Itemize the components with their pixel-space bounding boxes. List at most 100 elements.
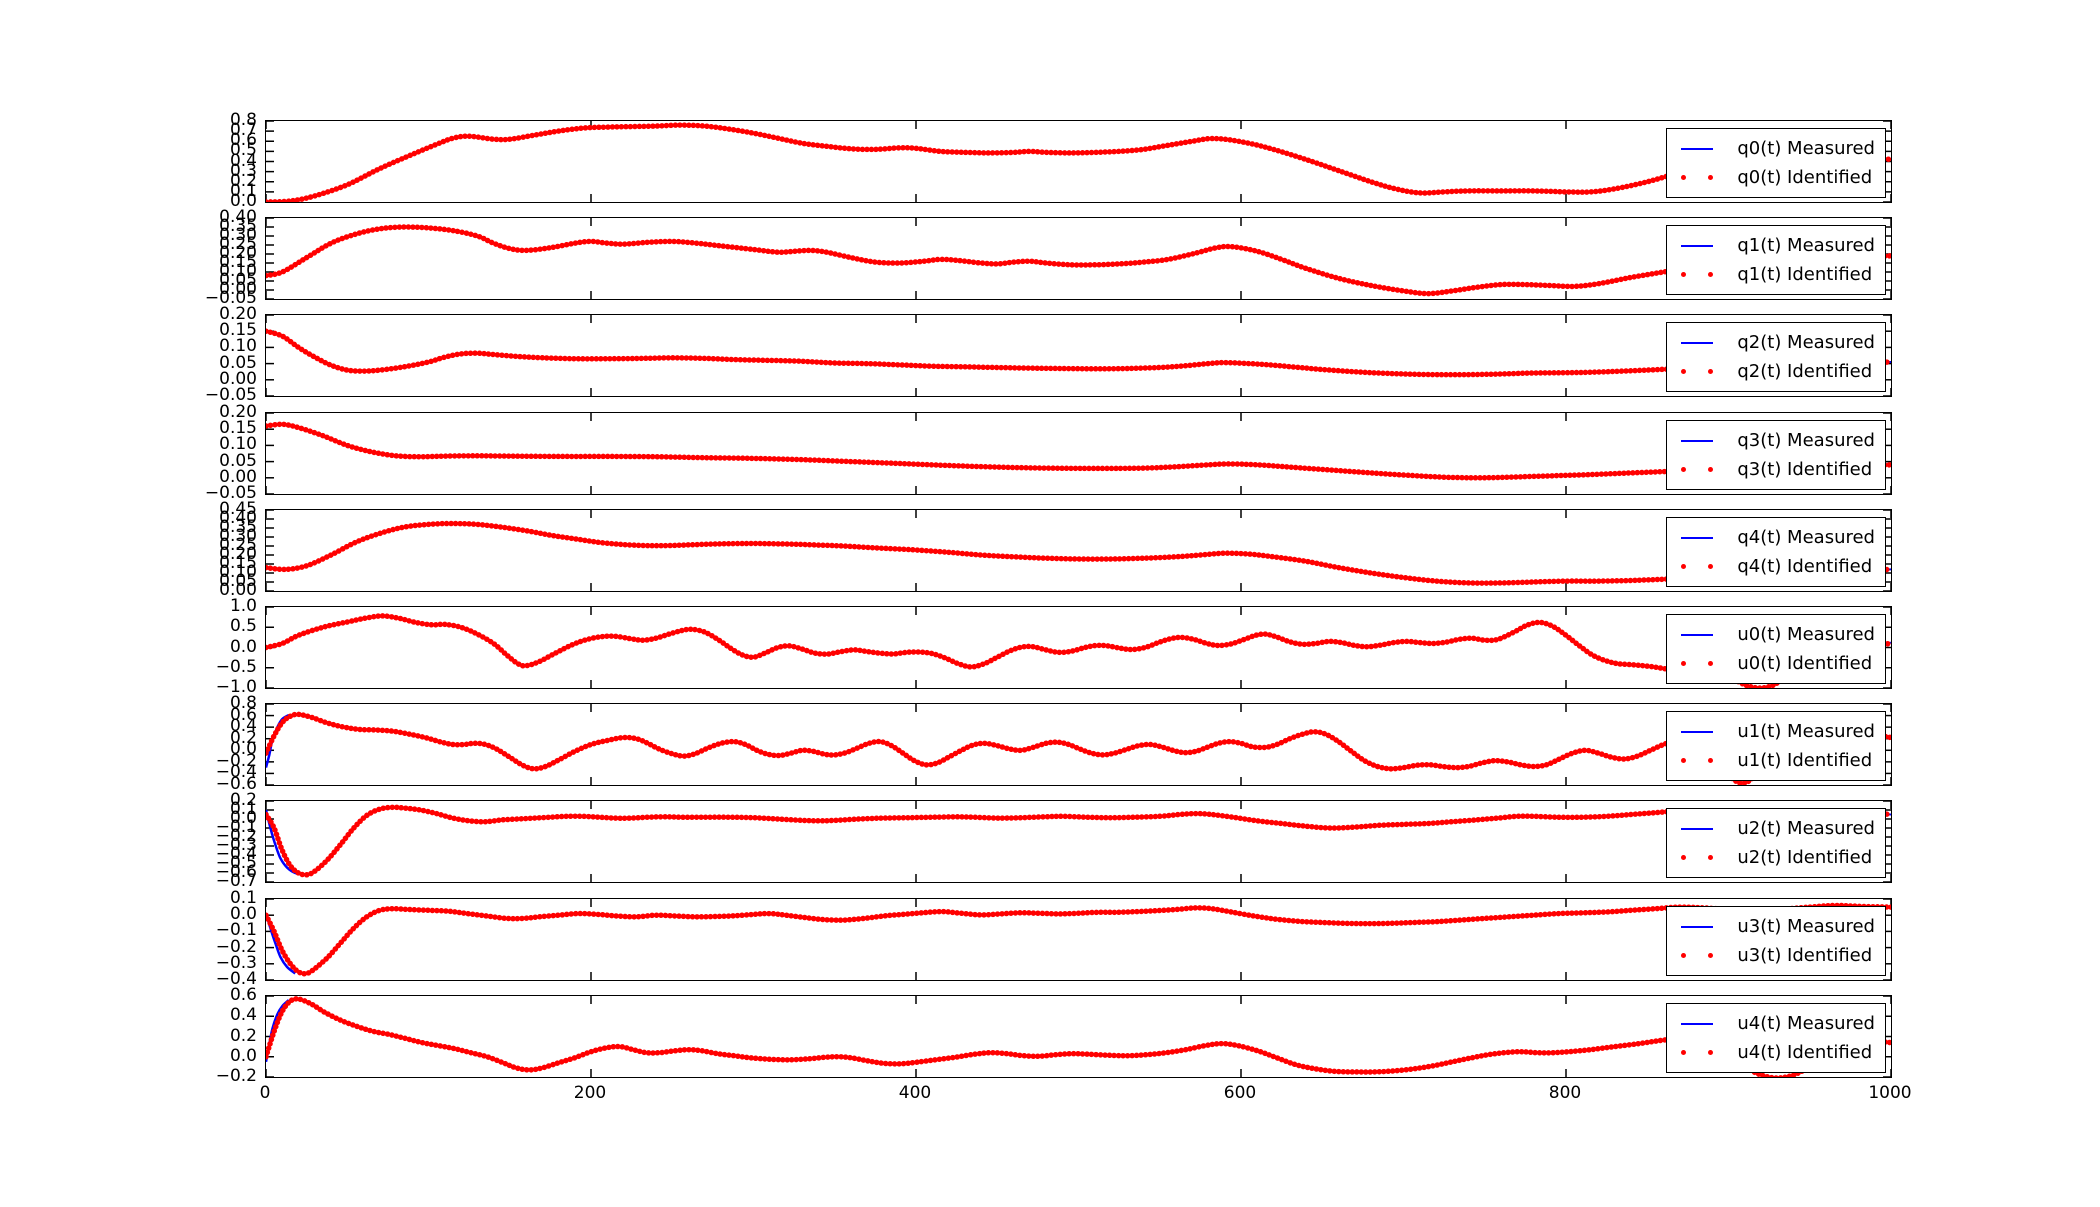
subplot-q0: q0(t) Measured q0(t) Identified	[265, 120, 1892, 203]
plot-area-u0	[266, 607, 1891, 688]
legend-q2: q2(t) Measured q2(t) Identified	[1666, 322, 1886, 392]
subplot-u1: u1(t) Measured u1(t) Identified	[265, 703, 1892, 786]
plot-area-q4	[266, 510, 1891, 591]
ytick-label-u1: −0.2	[215, 750, 257, 771]
ytick-label-u2: −0.3	[215, 835, 257, 855]
identified-dot-icon	[1708, 758, 1714, 763]
ytick-label-u3: −0.1	[215, 920, 257, 941]
ytick-label-u2: 0.1	[229, 799, 257, 819]
ytick-label-q1: 0.25	[219, 234, 257, 254]
ytick-label-u2: 0.2	[229, 790, 257, 810]
identified-dot-icon	[1681, 661, 1687, 666]
legend-dots-swatch	[1681, 758, 1714, 763]
identified-dot-icon	[1708, 1050, 1714, 1055]
legend-label: u2(t) Measured	[1737, 818, 1875, 839]
legend-dots-swatch	[1681, 467, 1714, 472]
ytick-label-q0: 0.5	[229, 140, 257, 161]
plot-area-u4	[266, 996, 1891, 1077]
legend-q1: q1(t) Measured q1(t) Identified	[1666, 225, 1886, 295]
ytick-label-u2: −0.1	[215, 817, 257, 837]
ytick-label-u0: −1.0	[215, 677, 257, 697]
xtick-label: 1000	[1868, 1083, 1912, 1103]
legend-label: q3(t) Measured	[1737, 430, 1875, 451]
legend-dots-swatch	[1681, 1050, 1714, 1055]
identified-dot-icon	[1681, 564, 1687, 569]
tick-marks	[266, 218, 1891, 299]
legend-label: q4(t) Identified	[1737, 556, 1873, 577]
legend-entry: q3(t) Measured	[1681, 426, 1875, 455]
subplot-u4: u4(t) Measured u4(t) Identified	[265, 995, 1892, 1078]
ytick-label-q3: −0.05	[204, 483, 257, 503]
legend-u2: u2(t) Measured u2(t) Identified	[1666, 808, 1886, 878]
legend-line-swatch	[1681, 1022, 1714, 1025]
legend-entry: q0(t) Identified	[1681, 163, 1875, 192]
ytick-label-u1: −0.4	[215, 762, 257, 783]
legend-q3: q3(t) Measured q3(t) Identified	[1666, 420, 1886, 490]
xtick-label: 600	[1223, 1083, 1257, 1103]
ytick-label-u1: 0.6	[229, 704, 257, 725]
legend-entry: q1(t) Measured	[1681, 231, 1875, 260]
identified-dot-icon	[1708, 564, 1714, 569]
legend-dots-swatch	[1681, 953, 1714, 958]
legend-q4: q4(t) Measured q4(t) Identified	[1666, 517, 1886, 587]
legend-entry: u0(t) Measured	[1681, 620, 1875, 649]
subplot-u2: u2(t) Measured u2(t) Identified	[265, 800, 1892, 883]
legend-entry: q0(t) Measured	[1681, 134, 1875, 163]
identified-dots-q2	[266, 328, 1891, 378]
measured-line-icon	[1681, 439, 1714, 442]
legend-q0: q0(t) Measured q0(t) Identified	[1666, 128, 1886, 198]
ytick-label-q1: −0.05	[204, 288, 257, 308]
xtick-label: 0	[259, 1083, 271, 1103]
ytick-label-q1: 0.40	[219, 207, 257, 227]
ytick-label-q1: 0.05	[219, 270, 257, 290]
legend-label: u0(t) Identified	[1737, 653, 1873, 674]
legend-label: q1(t) Identified	[1737, 264, 1873, 285]
ytick-label-q0: 0.6	[229, 130, 257, 151]
ytick-label-u0: −0.5	[215, 656, 257, 677]
subplot-u0: u0(t) Measured u0(t) Identified	[265, 606, 1892, 689]
ytick-label-q1: 0.20	[219, 243, 257, 263]
ytick-label-q0: 0.7	[229, 120, 257, 141]
legend-entry: u3(t) Identified	[1681, 941, 1875, 970]
ytick-label-u3: −0.3	[215, 952, 257, 973]
identified-dot-icon	[1708, 467, 1714, 472]
legend-entry: u2(t) Measured	[1681, 814, 1875, 843]
legend-label: u1(t) Measured	[1737, 721, 1875, 742]
measured-line-icon	[1681, 341, 1714, 344]
tick-marks	[266, 413, 1891, 494]
ytick-label-q0: 0.0	[229, 191, 257, 211]
ytick-label-u4: 0.6	[229, 985, 257, 1005]
ytick-label-q3: 0.15	[219, 418, 257, 439]
ytick-label-q4: 0.20	[219, 544, 257, 564]
identified-dots-q1	[266, 224, 1891, 297]
legend-entry: u1(t) Identified	[1681, 746, 1875, 775]
plot-area-q3	[266, 413, 1891, 494]
legend-entry: u1(t) Measured	[1681, 717, 1875, 746]
identified-dot-icon	[1681, 1050, 1687, 1055]
measured-line-icon	[1681, 827, 1714, 830]
legend-label: u4(t) Identified	[1737, 1042, 1873, 1063]
measured-head-u2	[266, 809, 306, 877]
ytick-label-q2: 0.00	[219, 368, 257, 389]
ytick-label-u2: −0.4	[215, 844, 257, 864]
legend-entry: u4(t) Measured	[1681, 1009, 1875, 1038]
ytick-label-u0: 0.0	[229, 636, 257, 657]
ytick-label-u2: −0.7	[215, 871, 257, 891]
identified-dots-u4	[266, 996, 1891, 1077]
ytick-label-u4: 0.2	[229, 1025, 257, 1046]
ytick-label-u3: −0.2	[215, 936, 257, 957]
ytick-label-u3: −0.4	[215, 969, 257, 989]
tick-marks	[266, 704, 1891, 785]
legend-label: u1(t) Identified	[1737, 750, 1873, 771]
legend-label: q0(t) Identified	[1737, 167, 1873, 188]
legend-line-swatch	[1681, 633, 1714, 636]
ytick-label-q0: 0.2	[229, 170, 257, 191]
ytick-label-q2: 0.05	[219, 352, 257, 373]
legend-entry: q4(t) Measured	[1681, 523, 1875, 552]
ytick-label-q4: 0.40	[219, 508, 257, 528]
ytick-label-u3: 0.1	[229, 888, 257, 908]
ytick-label-q2: 0.20	[219, 304, 257, 324]
subplot-q2: q2(t) Measured q2(t) Identified	[265, 314, 1892, 397]
ytick-label-u2: −0.2	[215, 826, 257, 846]
measured-line-icon	[1681, 925, 1714, 928]
